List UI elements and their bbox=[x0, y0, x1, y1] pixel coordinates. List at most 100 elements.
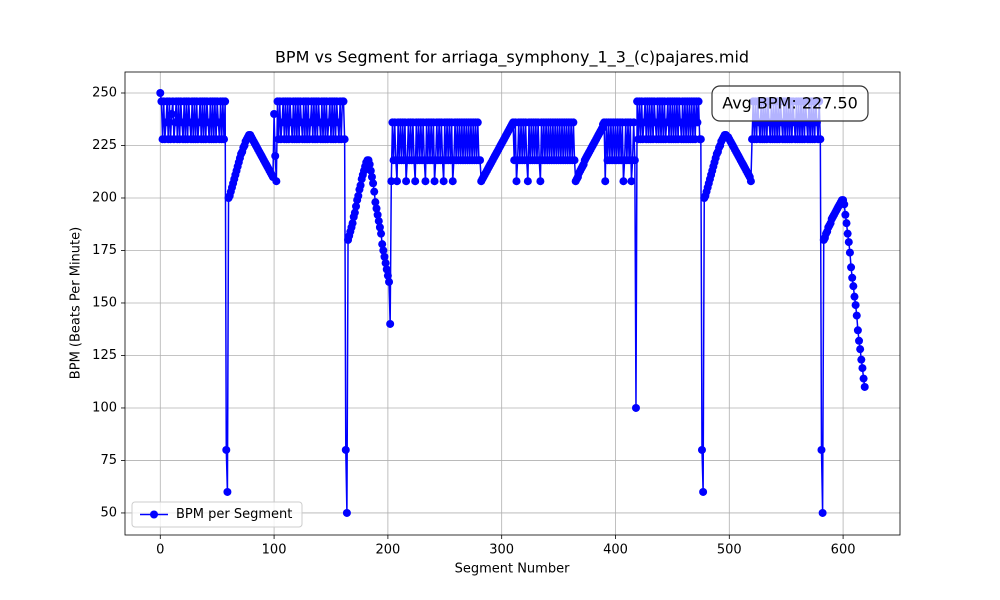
y-tick-label: 225 bbox=[92, 138, 117, 153]
x-tick-label: 400 bbox=[603, 543, 628, 558]
point bbox=[373, 210, 382, 219]
point bbox=[271, 151, 280, 160]
point bbox=[859, 374, 868, 383]
point bbox=[651, 118, 660, 127]
annotation: Avg BPM: 227.50 bbox=[711, 85, 869, 122]
point bbox=[324, 118, 333, 127]
point bbox=[385, 277, 394, 286]
point bbox=[697, 445, 706, 454]
point bbox=[381, 259, 390, 268]
point bbox=[369, 179, 378, 188]
point bbox=[402, 177, 411, 186]
annotation-box bbox=[711, 85, 869, 122]
point bbox=[817, 445, 826, 454]
point bbox=[341, 445, 350, 454]
point bbox=[421, 177, 430, 186]
y-tick-label: 200 bbox=[92, 190, 117, 205]
point bbox=[841, 210, 850, 219]
point bbox=[392, 177, 401, 186]
x-tick-label: 300 bbox=[489, 543, 514, 558]
point bbox=[570, 156, 579, 165]
point bbox=[156, 88, 165, 97]
point bbox=[569, 118, 578, 127]
point bbox=[220, 135, 229, 144]
point bbox=[167, 109, 176, 118]
point bbox=[448, 177, 457, 186]
y-tick-label: 75 bbox=[100, 453, 117, 468]
point bbox=[849, 282, 858, 291]
y-axis-label: BPM (Beats Per Minute) bbox=[69, 227, 84, 379]
y-tick-label: 50 bbox=[100, 505, 117, 520]
point bbox=[619, 177, 628, 186]
point bbox=[377, 229, 386, 238]
point bbox=[847, 263, 856, 272]
point bbox=[694, 97, 703, 106]
point bbox=[380, 252, 389, 261]
point bbox=[354, 191, 363, 200]
plot-data bbox=[156, 88, 869, 517]
point bbox=[387, 177, 396, 186]
point bbox=[818, 508, 827, 517]
point bbox=[185, 118, 194, 127]
y-tick-label: 125 bbox=[92, 348, 117, 363]
annotation-text: Avg BPM: 227.50 bbox=[722, 94, 858, 113]
y-tick-label: 175 bbox=[92, 243, 117, 258]
legend-marker bbox=[150, 510, 158, 519]
point bbox=[386, 319, 395, 328]
point bbox=[430, 177, 439, 186]
point bbox=[333, 118, 342, 127]
point bbox=[856, 345, 865, 354]
point bbox=[840, 200, 849, 209]
point bbox=[693, 118, 702, 127]
plot-frame bbox=[124, 71, 901, 536]
x-tick-label: 100 bbox=[262, 543, 287, 558]
point bbox=[858, 364, 867, 373]
point bbox=[383, 271, 392, 280]
point bbox=[439, 177, 448, 186]
point bbox=[843, 229, 852, 238]
point bbox=[272, 177, 281, 186]
point bbox=[696, 135, 705, 144]
legend: BPM per Segment bbox=[131, 501, 303, 528]
point bbox=[194, 118, 203, 127]
point bbox=[221, 97, 230, 106]
point bbox=[350, 208, 359, 217]
point bbox=[848, 273, 857, 282]
point bbox=[374, 217, 383, 226]
y-tick-label: 150 bbox=[92, 295, 117, 310]
point bbox=[375, 223, 384, 232]
point bbox=[662, 118, 671, 127]
point bbox=[630, 156, 639, 165]
point bbox=[315, 118, 324, 127]
point bbox=[339, 97, 348, 106]
point bbox=[816, 135, 825, 144]
x-tick-label: 500 bbox=[717, 543, 742, 558]
legend-label: BPM per Segment bbox=[176, 507, 292, 522]
point bbox=[306, 118, 315, 127]
point bbox=[340, 135, 349, 144]
point bbox=[278, 118, 287, 127]
point bbox=[171, 118, 180, 127]
point bbox=[851, 301, 860, 310]
point bbox=[356, 181, 365, 190]
point bbox=[676, 118, 685, 127]
point bbox=[860, 382, 869, 391]
point bbox=[631, 403, 640, 412]
point bbox=[853, 326, 862, 335]
point bbox=[523, 177, 532, 186]
point bbox=[222, 445, 231, 454]
point bbox=[382, 265, 391, 274]
point bbox=[746, 177, 755, 186]
y-tick-label: 250 bbox=[92, 85, 117, 100]
point bbox=[601, 177, 610, 186]
point bbox=[287, 118, 296, 127]
point bbox=[473, 118, 482, 127]
point bbox=[842, 219, 851, 228]
point bbox=[845, 248, 854, 257]
point bbox=[367, 172, 376, 181]
point bbox=[370, 187, 379, 196]
legend-box bbox=[131, 501, 303, 528]
y-tick-label: 100 bbox=[92, 400, 117, 415]
point bbox=[348, 219, 357, 228]
